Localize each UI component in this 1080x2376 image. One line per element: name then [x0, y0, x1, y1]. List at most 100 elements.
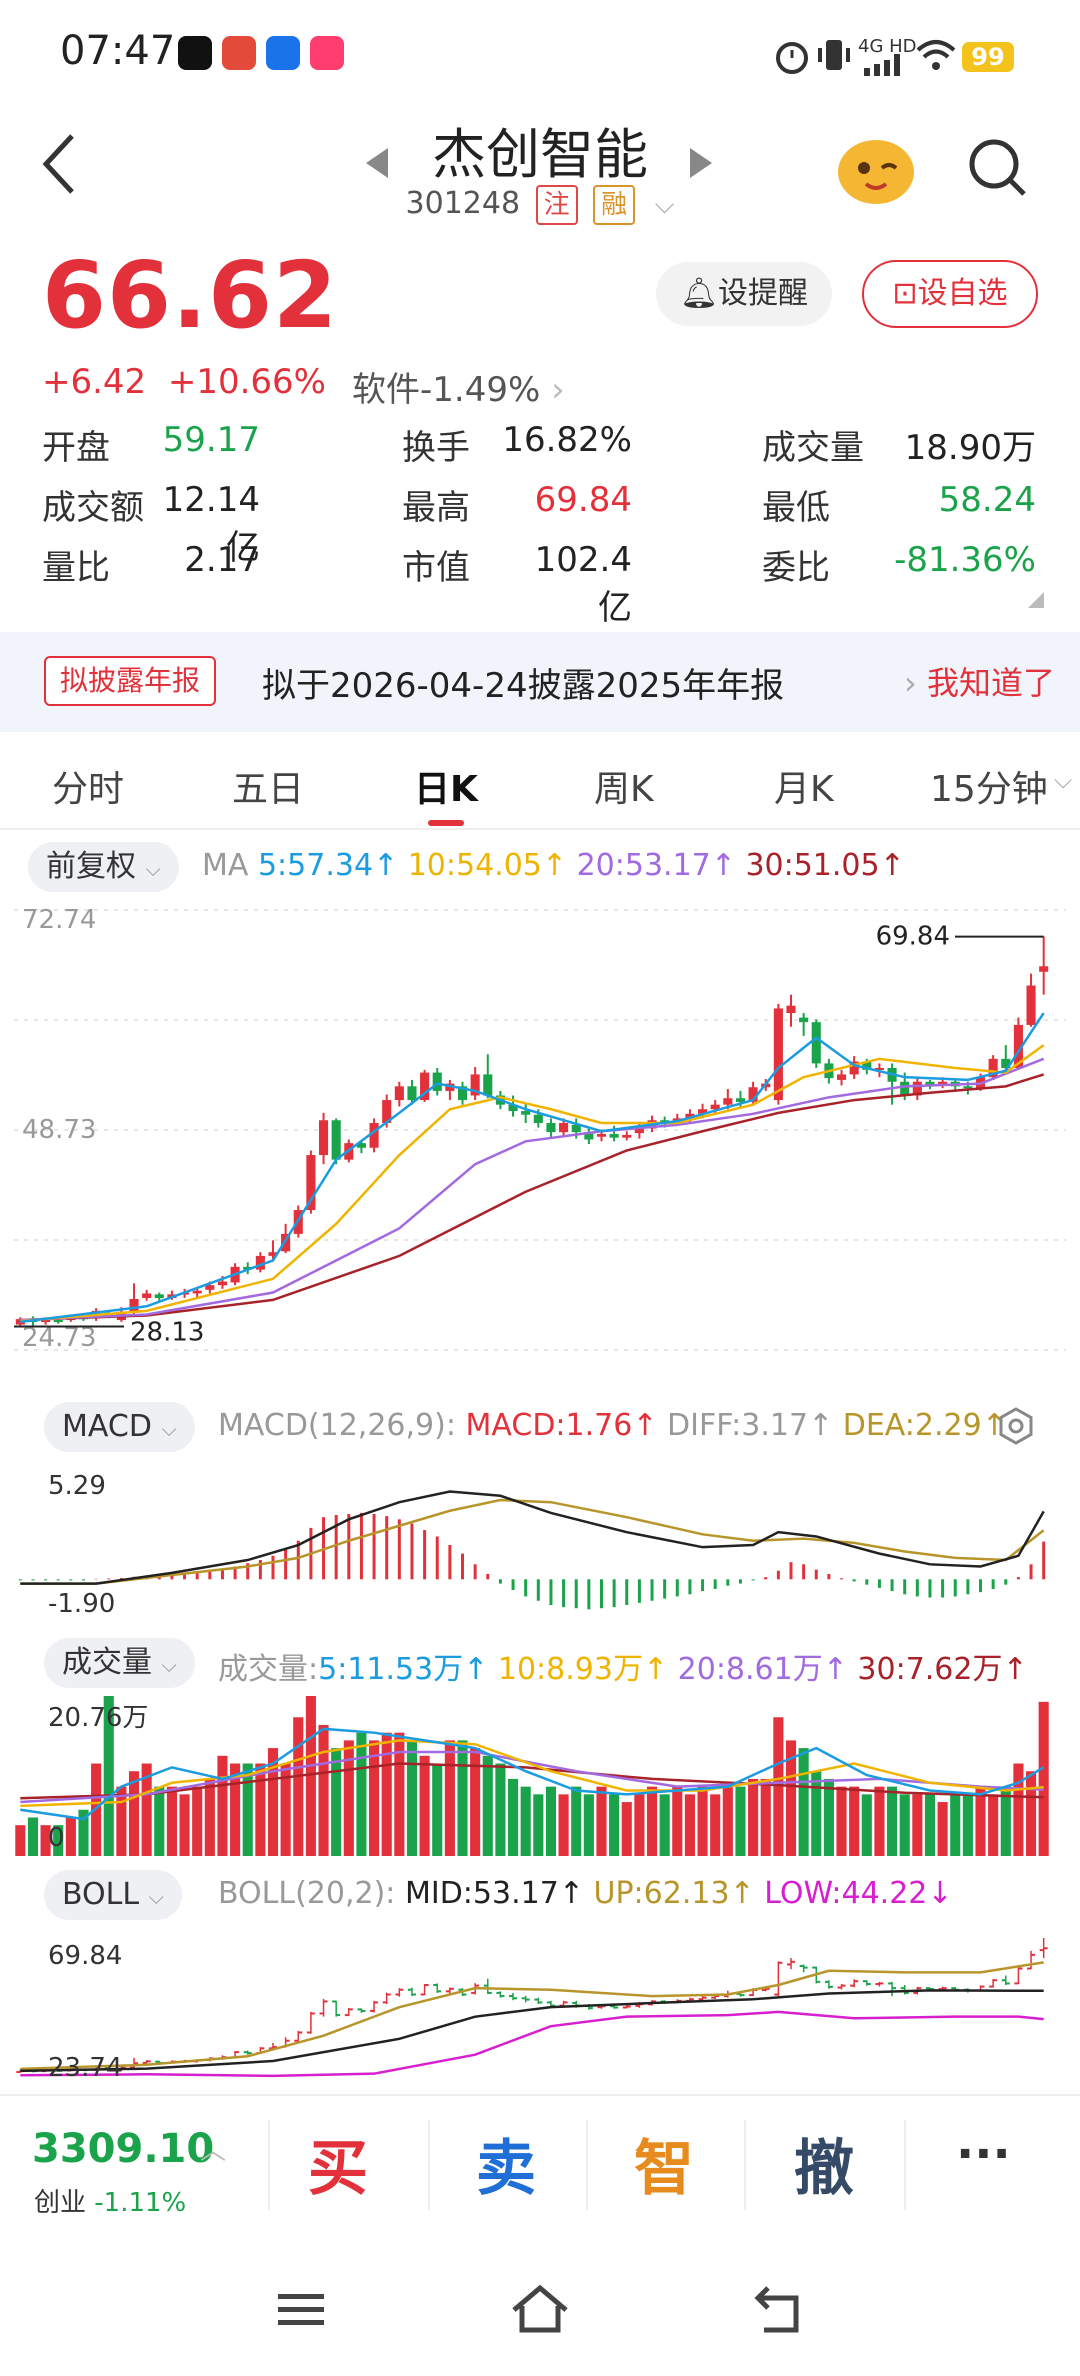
volume-selector[interactable]: 成交量 ⌵: [44, 1638, 195, 1688]
divider: [744, 2120, 746, 2210]
chevron-down-icon[interactable]: ⌵: [1054, 766, 1073, 794]
tab-5[interactable]: 15分钟: [930, 769, 1048, 810]
tab-1[interactable]: 五日: [232, 769, 305, 810]
volume-bar: [293, 1717, 304, 1856]
back-arrow-icon[interactable]: [40, 132, 80, 196]
volume-bar: [609, 1794, 620, 1856]
y-tick-label: -1.90: [48, 1589, 115, 1619]
expand-corner-icon[interactable]: [1026, 590, 1046, 610]
tab-2[interactable]: 日K: [414, 769, 478, 810]
settings-hex-icon[interactable]: [996, 1406, 1036, 1446]
candle-body: [546, 1122, 556, 1133]
stat-value: -81.36%: [894, 540, 1036, 580]
macd-selector[interactable]: MACD ⌵: [44, 1402, 195, 1452]
candle-body: [508, 1104, 518, 1112]
stat-label: 成交量: [762, 428, 864, 468]
stock-code: 301248: [405, 186, 521, 221]
index-value[interactable]: 3309.10: [32, 2126, 215, 2172]
volume-prefix: 成交量:: [218, 1652, 319, 1687]
network-label: 4G HD: [858, 36, 917, 57]
search-icon[interactable]: [966, 136, 1028, 198]
registration-tag: 注: [535, 185, 578, 225]
dismiss-notice-button[interactable]: › 我知道了: [904, 658, 1055, 704]
volume-bar: [141, 1763, 152, 1856]
volume-bar: [937, 1802, 948, 1856]
volume-chart[interactable]: 20.76万 0: [0, 1696, 1080, 1862]
stock-header: 杰创智能 301248 注 融 ⌵: [0, 110, 1080, 240]
volume-bar: [962, 1794, 973, 1856]
divider: [586, 2120, 588, 2210]
sell-button[interactable]: 卖: [476, 2134, 536, 2204]
dismiss-notice-label: 我知道了: [926, 664, 1055, 702]
home-icon[interactable]: [510, 2282, 570, 2336]
candle-body: [268, 1252, 278, 1256]
stat-value: 69.84: [534, 480, 632, 520]
volume-bar: [78, 1809, 89, 1856]
volume-bar: [356, 1732, 367, 1856]
volume-bar: [204, 1778, 215, 1856]
chevron-down-icon: ⌵: [161, 1653, 177, 1677]
bell-icon: 🔔︎: [679, 276, 719, 311]
volume-bar: [116, 1786, 127, 1856]
vol5-value: 5:11.53万↑: [318, 1652, 489, 1687]
candle-body: [318, 1120, 329, 1156]
sector-label: 软件-1.49%: [352, 370, 541, 410]
tab-3[interactable]: 周K: [594, 769, 654, 810]
chevron-down-icon: ⌵: [145, 857, 161, 881]
next-stock-icon[interactable]: [688, 146, 714, 180]
volume-bar: [495, 1763, 506, 1856]
menu-icon[interactable]: [276, 2290, 326, 2330]
volume-bar: [394, 1732, 405, 1856]
macd-chart[interactable]: 5.29 -1.90: [0, 1460, 1080, 1630]
add-watchlist-button[interactable]: ⊡设自选: [862, 260, 1038, 328]
boll-params: BOLL(20,2):: [218, 1876, 396, 1911]
candle-body: [217, 1281, 228, 1286]
volume-bar: [318, 1724, 329, 1856]
tab-0[interactable]: 分时: [52, 769, 125, 810]
boll-low-line: [20, 2010, 1044, 2078]
more-button[interactable]: ···: [956, 2126, 1011, 2182]
candle-body: [306, 1155, 316, 1211]
chevron-down-icon[interactable]: ⌵: [654, 190, 675, 220]
stat-label: 开盘: [42, 428, 110, 468]
volume-bar: [849, 1786, 860, 1856]
volume-ma10-line: [20, 1739, 1044, 1808]
set-alert-button[interactable]: 🔔︎设提醒: [656, 262, 832, 326]
candle-body: [799, 1017, 809, 1023]
boll-selector[interactable]: BOLL ⌵: [44, 1870, 182, 1920]
macd-params: MACD(12,26,9):: [218, 1408, 456, 1443]
candlestick-chart[interactable]: 72.74 48.73 24.73 69.84 28.13: [0, 900, 1080, 1390]
boll-up-line: [20, 1961, 1044, 2071]
candle-body: [15, 1319, 25, 1325]
volume-bar: [583, 1794, 594, 1856]
mascot-icon[interactable]: [834, 128, 918, 208]
chevron-down-icon: ⌵: [161, 1417, 177, 1441]
volume-bar: [15, 1825, 26, 1856]
tiktok-icon: [178, 36, 212, 70]
volume-bar: [230, 1763, 241, 1856]
vol30-value: 30:7.62万↑: [857, 1652, 1028, 1687]
back-icon[interactable]: [754, 2284, 806, 2334]
volume-bar: [53, 1825, 64, 1856]
candle-body: [723, 1098, 733, 1105]
boll-chart[interactable]: 69.84 23.74: [0, 1928, 1080, 2094]
cancel-order-button[interactable]: 撤: [794, 2134, 854, 2204]
volume-bar: [975, 1786, 986, 1856]
sector-link[interactable]: 软件-1.49% ›: [352, 362, 565, 411]
volume-bar: [1038, 1701, 1049, 1856]
volume-bar: [507, 1778, 519, 1856]
volume-bar: [65, 1817, 76, 1856]
volume-bar: [255, 1763, 266, 1856]
candle-body: [874, 1068, 884, 1071]
adjust-selector[interactable]: 前复权 ⌵: [28, 842, 179, 892]
prev-stock-icon[interactable]: [364, 146, 390, 180]
smart-order-button[interactable]: 智: [634, 2134, 694, 2204]
volume-bar: [748, 1778, 759, 1856]
volume-bar: [861, 1794, 872, 1856]
chevron-up-icon[interactable]: ︿: [200, 2136, 227, 2166]
tab-4[interactable]: 月K: [774, 769, 834, 810]
buy-button[interactable]: 买: [308, 2134, 368, 2204]
candle-body: [596, 1133, 607, 1137]
diff-line: [20, 1490, 1045, 1585]
candle-body: [331, 1120, 341, 1160]
